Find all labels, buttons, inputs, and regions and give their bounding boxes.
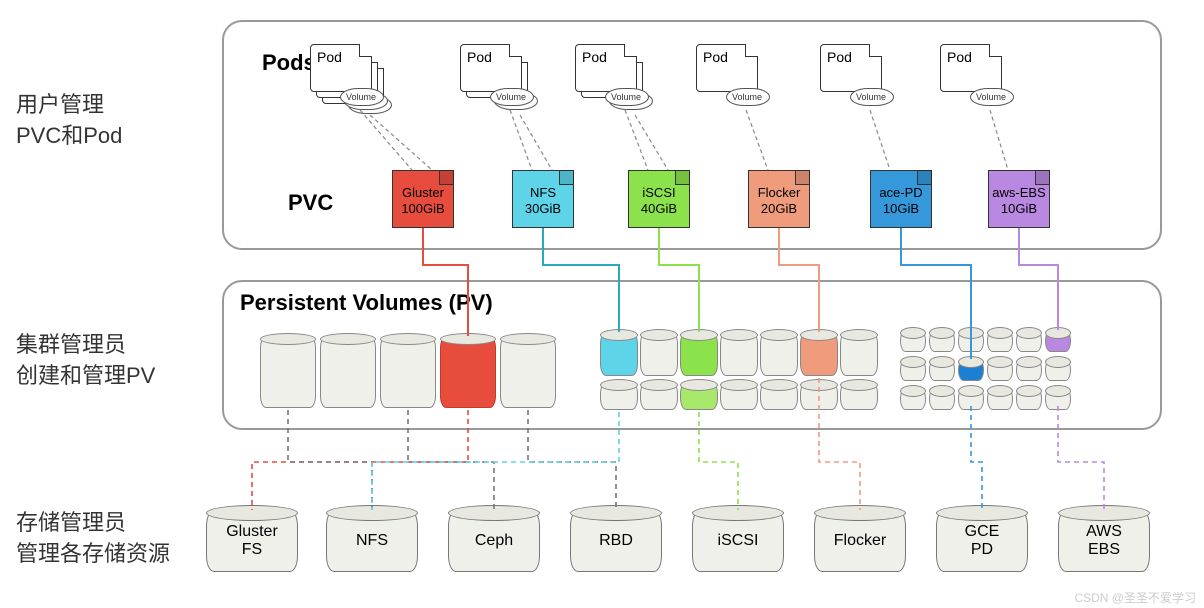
pv-cylinder-small	[929, 330, 955, 352]
pv-cylinder-medium	[640, 332, 678, 376]
pv-cylinder-medium	[600, 332, 638, 376]
volume-label: Volume	[732, 92, 762, 102]
pv-cylinder-medium	[840, 332, 878, 376]
pv-cylinder-large	[440, 336, 496, 408]
pvc-card-iscsi: iSCSI40GiB	[628, 170, 690, 228]
side-label-bottom: 存储管理员 管理各存储资源	[16, 508, 170, 570]
side-label-middle: 集群管理员 创建和管理PV	[16, 330, 155, 392]
pv-cylinder-small	[1016, 359, 1042, 381]
pv-cylinder-medium	[680, 382, 718, 410]
pv-cylinder-small	[958, 359, 984, 381]
storage-aws-ebs: AWS EBS	[1058, 510, 1150, 572]
pv-cylinder-small	[900, 330, 926, 352]
volume-label: Volume	[611, 92, 641, 102]
pv-cylinder-small	[1016, 330, 1042, 352]
volume-label: Volume	[856, 92, 886, 102]
pv-cylinder-small	[1045, 359, 1071, 381]
pvc-card-nfs: NFS30GiB	[512, 170, 574, 228]
pv-cylinder-small	[1016, 388, 1042, 410]
pv-cylinder-large	[260, 336, 316, 408]
pv-cylinder-medium	[600, 382, 638, 410]
storage-flocker: Flocker	[814, 510, 906, 572]
pods-title: Pods	[262, 50, 316, 76]
storage-rbd: RBD	[570, 510, 662, 572]
pv-cylinder-medium	[720, 382, 758, 410]
pv-cylinder-small	[1045, 388, 1071, 410]
pvc-card-ace-pd: ace-PD10GiB	[870, 170, 932, 228]
pod-card: Pod	[460, 44, 522, 92]
pvc-title: PVC	[288, 190, 333, 216]
pv-cylinder-small	[987, 388, 1013, 410]
pv-cylinder-medium	[760, 382, 798, 410]
pv-cylinder-medium	[840, 382, 878, 410]
volume-label: Volume	[976, 92, 1006, 102]
pv-cylinder-large	[500, 336, 556, 408]
watermark: CSDN @圣圣不爱学习	[1074, 589, 1196, 606]
storage-iscsi: iSCSI	[692, 510, 784, 572]
side-label-top: 用户管理 PVC和Pod	[16, 90, 122, 152]
pv-cylinder-medium	[680, 332, 718, 376]
pv-cylinder-large	[380, 336, 436, 408]
volume-label: Volume	[496, 92, 526, 102]
storage-ceph: Ceph	[448, 510, 540, 572]
pv-cylinder-medium	[640, 382, 678, 410]
pv-title: Persistent Volumes (PV)	[240, 290, 493, 316]
pv-cylinder-small	[900, 388, 926, 410]
pod-card: Pod	[940, 44, 1002, 92]
pv-cylinder-small	[987, 330, 1013, 352]
pv-cylinder-small	[929, 388, 955, 410]
pv-cylinder-medium	[720, 332, 758, 376]
pv-cylinder-small	[958, 388, 984, 410]
pv-cylinder-small	[987, 359, 1013, 381]
pv-cylinder-medium	[800, 332, 838, 376]
storage-nfs: NFS	[326, 510, 418, 572]
pv-cylinder-small	[929, 359, 955, 381]
pv-cylinder-large	[320, 336, 376, 408]
pv-cylinder-medium	[800, 382, 838, 410]
pod-card: Pod	[820, 44, 882, 92]
storage-gce-pd: GCE PD	[936, 510, 1028, 572]
pvc-card-flocker: Flocker20GiB	[748, 170, 810, 228]
pod-card: Pod	[696, 44, 758, 92]
pod-card: Pod	[575, 44, 637, 92]
pod-card: Pod	[310, 44, 372, 92]
pvc-card-gluster: Gluster100GiB	[392, 170, 454, 228]
pvc-card-aws-ebs: aws-EBS10GiB	[988, 170, 1050, 228]
pv-cylinder-small	[900, 359, 926, 381]
pv-cylinder-small	[1045, 330, 1071, 352]
storage-gluster-fs: Gluster FS	[206, 510, 298, 572]
volume-label: Volume	[346, 92, 376, 102]
pv-cylinder-medium	[760, 332, 798, 376]
pv-cylinder-small	[958, 330, 984, 352]
